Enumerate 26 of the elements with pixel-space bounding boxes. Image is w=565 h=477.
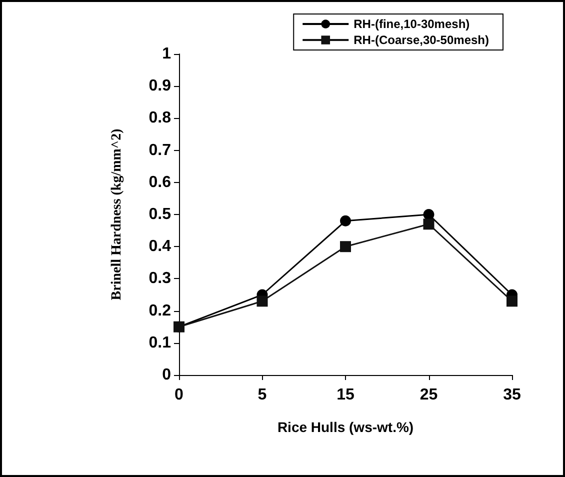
x-tick-label: 35 [503, 386, 521, 404]
legend-label: RH-(fine,10-30mesh) [354, 17, 470, 31]
x-tick-label: 5 [258, 386, 267, 404]
point [423, 218, 434, 230]
point [423, 209, 434, 220]
x-tick-label: 15 [336, 386, 354, 404]
x-tick-label: 0 [174, 386, 184, 404]
y-tick-label: 0.1 [148, 334, 172, 352]
y-tick-label: 0 [162, 366, 172, 384]
x-axis-title: Rice Hulls (ws-wt.%) [277, 419, 414, 435]
y-tick-label: 0.6 [148, 174, 172, 191]
y-axis-title: Brinell Hardness (kg/mm^2) [110, 128, 124, 300]
point [256, 296, 268, 307]
y-tick-label: 0.4 [148, 238, 172, 256]
point [340, 241, 351, 252]
x-tick-label: 25 [420, 386, 438, 404]
y-tick-label: 0.2 [148, 302, 172, 320]
y-tick-label: 0.3 [148, 270, 172, 288]
y-tick-label: 0.9 [148, 78, 172, 95]
y-tick-label: 0.7 [148, 142, 172, 159]
y-tick-label: 0.5 [148, 206, 172, 223]
point [506, 296, 518, 307]
point [340, 215, 351, 226]
y-tick-label: 0.8 [148, 110, 172, 127]
y-tick-label: 1 [162, 46, 172, 62]
legend-label: RH-(Coarse,30-50mesh) [354, 33, 490, 47]
